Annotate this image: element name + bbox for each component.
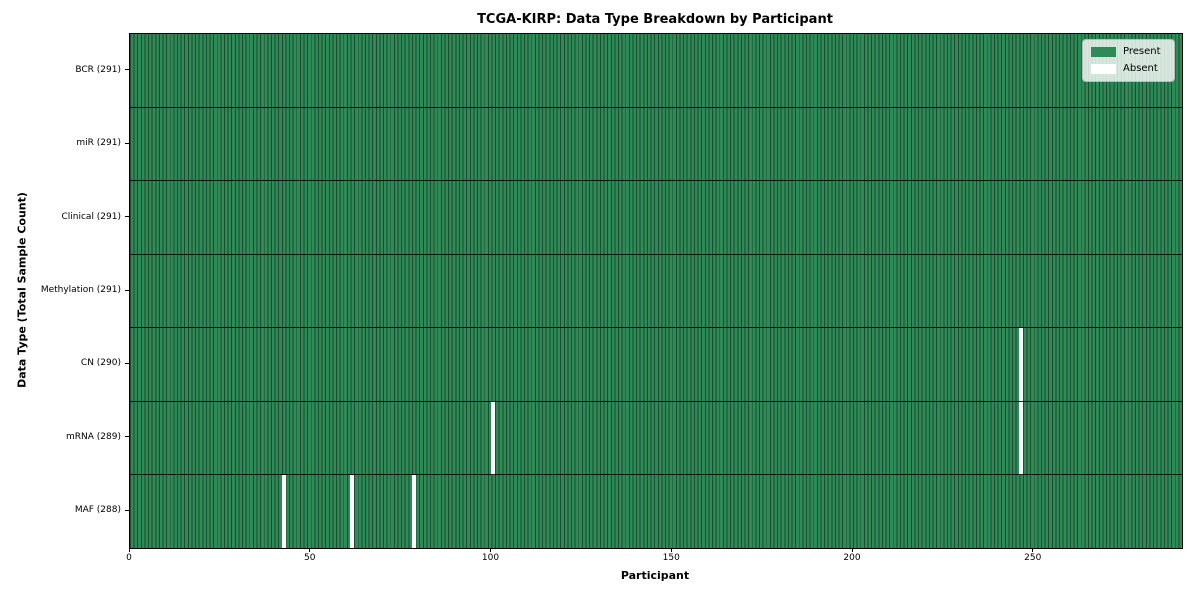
chart-title: TCGA-KIRP: Data Type Breakdown by Partic…: [477, 12, 833, 27]
x-axis-label: Participant: [620, 569, 690, 582]
y-tick-mark: [125, 289, 129, 291]
plot-area: [129, 33, 1183, 549]
legend-label: Present: [1123, 46, 1161, 57]
x-tick-label: 200: [843, 553, 861, 563]
absent-marker: [1019, 401, 1024, 475]
x-tick-label: 250: [1024, 553, 1042, 563]
absent-marker: [491, 401, 496, 475]
y-tick-mark: [125, 436, 129, 438]
absent-marker: [350, 474, 355, 548]
y-tick-mark: [125, 216, 129, 218]
y-tick-mark: [125, 69, 129, 71]
row-boundary-line: [130, 474, 1182, 476]
x-tick-mark: [309, 548, 311, 552]
y-tick-mark: [125, 142, 129, 144]
legend: Present Absent: [1082, 39, 1175, 82]
y-tick-label: BCR (291): [75, 64, 121, 75]
y-tick-label: MAF (288): [74, 505, 121, 516]
y-tick-label: CN (290): [80, 358, 121, 369]
y-tick-label: Methylation (291): [40, 285, 121, 295]
row-boundary-line: [130, 180, 1182, 182]
x-tick-mark: [670, 548, 672, 552]
row-boundary-line: [130, 106, 1182, 108]
row-boundary-line: [130, 327, 1182, 329]
y-tick-label: miR (291): [76, 138, 121, 149]
absent-marker: [281, 474, 286, 548]
y-tick-mark: [125, 509, 129, 511]
legend-swatch-absent-icon: [1091, 64, 1116, 74]
x-tick-mark: [128, 548, 130, 552]
x-tick-mark: [1032, 548, 1034, 552]
x-tick-label: 100: [481, 553, 500, 563]
absent-marker: [411, 474, 416, 548]
legend-entry: Present: [1091, 46, 1166, 58]
y-tick-label: Clinical (291): [61, 211, 121, 222]
x-tick-mark: [490, 548, 491, 552]
x-tick-label: 150: [662, 553, 680, 563]
legend-entry: Absent: [1091, 63, 1166, 75]
x-tick-label: 0: [126, 553, 132, 563]
legend-swatch-present-icon: [1091, 47, 1116, 57]
row-boundary-line: [130, 400, 1182, 402]
y-tick-label: mRNA (289): [66, 431, 121, 442]
legend-label: Absent: [1123, 63, 1158, 74]
x-tick-mark: [851, 548, 853, 552]
absent-marker: [1019, 327, 1024, 402]
y-tick-mark: [125, 362, 129, 364]
x-tick-label: 50: [304, 553, 316, 563]
row-boundary-line: [130, 253, 1182, 255]
